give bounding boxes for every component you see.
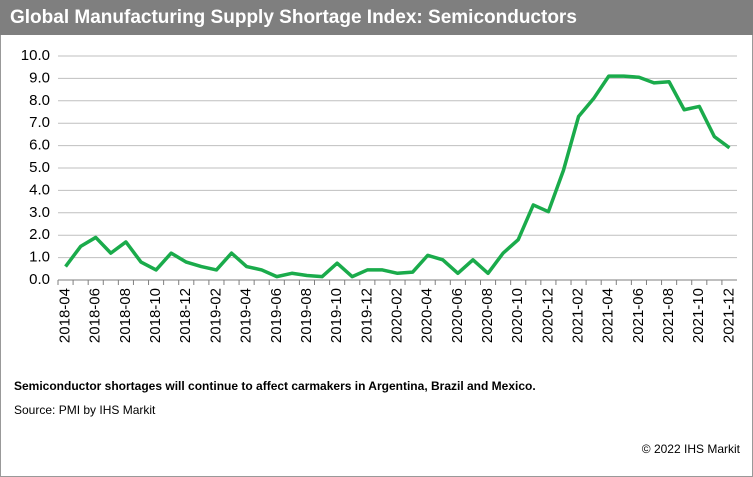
x-tick-label: 2018-08	[117, 288, 134, 343]
y-tick-label: 7.0	[29, 114, 50, 131]
x-tick-label: 2021-04	[600, 288, 617, 343]
x-tick-label: 2020-08	[479, 288, 496, 343]
x-tick-label: 2021-06	[630, 288, 647, 343]
y-tick-label: 6.0	[29, 137, 50, 154]
copyright: © 2022 IHS Markit	[642, 442, 741, 456]
note: Semiconductor shortages will continue to…	[14, 379, 536, 393]
y-tick-label: 5.0	[29, 159, 50, 176]
x-tick-label: 2021-08	[660, 288, 677, 343]
source: Source: PMI by IHS Markit	[14, 403, 156, 417]
y-tick-label: 4.0	[29, 181, 50, 198]
x-tick-label: 2021-12	[720, 288, 737, 343]
x-tick-label: 2019-02	[207, 288, 224, 343]
x-tick-label: 2018-10	[147, 288, 164, 343]
x-tick-label: 2019-06	[268, 288, 285, 343]
y-tick-label: 2.0	[29, 226, 50, 243]
x-tick-label: 2020-02	[388, 288, 405, 343]
x-tick-label: 2020-04	[419, 288, 436, 343]
y-tick-label: 0.0	[29, 271, 50, 288]
y-tick-label: 3.0	[29, 204, 50, 221]
title-bar	[0, 0, 753, 35]
y-tick-label: 9.0	[29, 69, 50, 86]
chart-title: Global Manufacturing Supply Shortage Ind…	[10, 7, 577, 28]
x-tick-label: 2021-02	[570, 288, 587, 343]
x-tick-label: 2018-06	[87, 288, 104, 343]
x-tick-label: 2019-08	[298, 288, 315, 343]
x-tick-label: 2020-06	[449, 288, 466, 343]
x-tick-label: 2021-10	[690, 288, 707, 343]
x-tick-label: 2020-10	[509, 288, 526, 343]
x-tick-label: 2018-12	[177, 288, 194, 343]
x-tick-label: 2020-12	[539, 288, 556, 343]
y-tick-label: 10.0	[21, 47, 50, 64]
data-line	[64, 74, 731, 279]
x-tick-label: 2019-12	[358, 288, 375, 343]
y-tick-label: 8.0	[29, 92, 50, 109]
x-tick-label: 2018-04	[57, 288, 74, 343]
y-tick-label: 1.0	[29, 249, 50, 266]
x-tick-label: 2019-10	[328, 288, 345, 343]
x-tick-label: 2019-04	[238, 288, 255, 343]
